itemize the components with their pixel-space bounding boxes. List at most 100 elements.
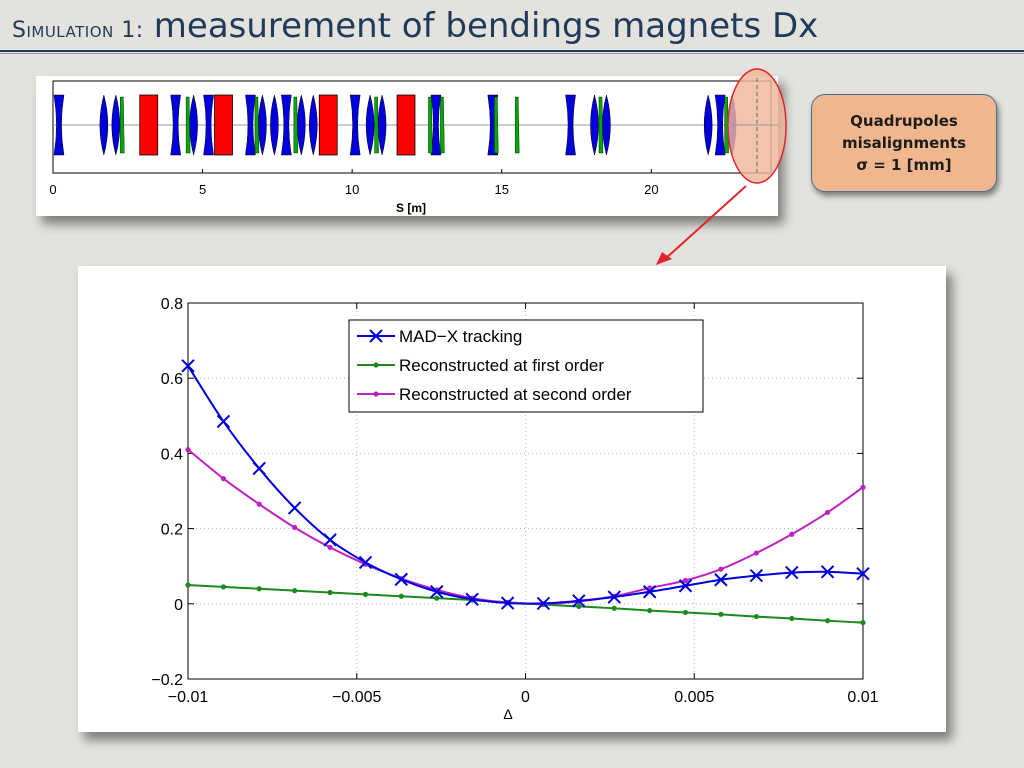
quadrupole-magnet [714,94,726,156]
sextupole-magnet [515,96,520,154]
y-tick-label: 0.2 [161,522,183,539]
quadrupole-magnet [565,94,576,156]
data-point-marker [256,501,262,507]
x-tick-label: 0.01 [847,689,878,706]
y-tick-label: −0.2 [151,672,183,689]
data-point-marker [718,566,724,572]
sextupole-magnet [120,96,125,154]
data-point-marker [394,572,409,587]
data-point-marker [753,550,759,556]
dipole-magnet [318,94,338,156]
data-point-marker [536,596,551,611]
data-point-marker [500,596,515,610]
quadrupole-magnet [203,94,214,156]
lattice-tick-label: 15 [495,182,509,197]
quadrupole-misalignment-callout: Quadrupoles misalignments σ = 1 [mm] [811,94,997,192]
data-point-marker [824,618,831,624]
quadrupole-magnet [258,94,267,156]
quadrupole-magnet [349,94,361,156]
data-point-marker [181,359,195,373]
quadrupole-magnet [270,94,279,156]
data-point-marker [434,595,440,601]
sextupole-magnet [254,96,260,154]
data-point-marker [642,585,657,599]
callout-line-1: Quadrupoles [850,112,958,130]
data-point-marker [220,475,227,482]
slide-title: Simulation 1: measurement of bendings ma… [12,6,818,46]
title-underline-thin [0,53,1024,54]
data-point-marker [647,607,653,614]
y-tick-label: 0.4 [161,446,183,463]
legend: MAD−X tracking Reconstructed at first ord… [348,319,704,413]
callout-line-3: σ = 1 [mm] [856,156,952,174]
data-point-marker [678,579,693,593]
sextupole-magnet [185,96,191,154]
data-point-marker [789,615,795,622]
title-underline [0,50,1024,52]
quadrupole-magnet [727,94,737,156]
dipole-magnet [139,94,159,156]
dispersion-plot-panel: −0.01 −0.005 0 0.005 0.01 −0.2 0 0.2 0.4 0.6 0.8 Δ M… [78,266,946,732]
quadrupole-magnet [590,94,599,156]
legend-box [348,319,704,413]
data-point-marker [572,594,586,608]
quadrupole-magnet [365,94,375,156]
data-point-marker [682,609,689,616]
data-point-marker [252,461,266,476]
sextupole-magnet [494,96,499,154]
legend-label: MAD−X tracking [399,327,522,346]
quadrupole-magnet [281,94,292,156]
data-point-marker [398,593,404,599]
sextupole-magnet [293,96,299,154]
x-axis-label: Δ [503,706,512,722]
slide-title-prefix: Simulation 1: [12,18,144,43]
data-point-marker [860,620,866,626]
lattice-panel: 0 5 10 15 20 S [m] [36,76,778,216]
data-point-marker [292,524,298,531]
quadrupole-magnet [602,94,611,156]
dipole-magnet [396,94,416,156]
y-tick-label: 0.8 [161,296,183,313]
sextupole-magnet [428,96,433,154]
x-tick-label: 0 [521,689,530,706]
legend-label: Reconstructed at first order [399,356,604,375]
data-point-marker [185,447,191,453]
data-point-marker [465,592,479,606]
dispersion-chart: −0.01 −0.005 0 0.005 0.01 −0.2 0 0.2 0.4 0.6 0.8 Δ M… [151,296,878,722]
slide-title-main: measurement of bendings magnets Dx [153,6,819,46]
data-point-marker [216,414,231,429]
legend-swatch-marker [369,329,383,343]
data-point-marker [789,531,795,537]
data-point-marker [718,611,724,617]
data-point-marker [220,584,227,590]
lattice-tick-label: 5 [199,182,206,197]
data-point-marker [256,586,262,592]
quadrupole-magnet [53,94,65,156]
x-tick-label: 0.005 [674,689,714,706]
quadrupole-magnet [297,94,306,156]
dipole-magnet [214,94,233,156]
data-point-marker [611,605,617,611]
data-point-marker [292,588,298,594]
data-point-marker [714,573,728,587]
legend-swatch-marker [373,391,379,397]
lattice-tick-label: 0 [49,182,56,197]
data-point-marker [860,484,866,490]
data-point-marker [358,555,373,570]
data-point-marker [327,589,333,596]
y-tick-label: 0.6 [161,371,183,388]
data-point-marker [682,577,689,584]
data-point-marker [820,565,835,579]
quadrupole-magnet [377,94,387,156]
data-point-marker [287,501,302,515]
data-point-marker [327,544,333,550]
quadrupole-magnet [170,94,181,156]
quadrupole-magnet [245,94,256,156]
legend-label: Reconstructed at second order [399,385,632,404]
quadrupole-magnet [111,94,121,156]
pointer-arrow-head [656,252,672,265]
lattice-chart: 0 5 10 15 20 S [m] [49,80,772,215]
lattice-tick-label: 10 [345,182,359,197]
data-point-marker [323,533,337,547]
data-point-marker [185,582,191,588]
